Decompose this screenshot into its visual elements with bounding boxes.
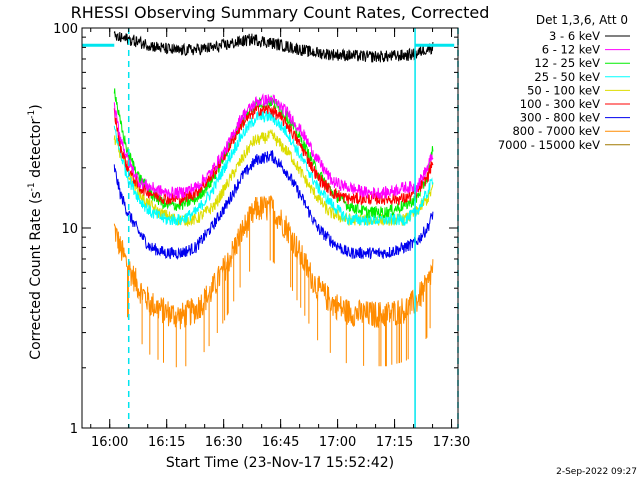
y-axis-label-exponent: -1 — [27, 110, 37, 119]
series-line — [113, 92, 434, 200]
x-axis-label: Start Time (23-Nov-17 15:52:42) — [166, 455, 394, 471]
legend-label: 25 - 50 keV — [534, 70, 600, 84]
series-line — [113, 31, 434, 63]
x-tick-label: 17:30 — [433, 435, 470, 450]
x-tick-label: 16:15 — [148, 435, 185, 450]
y-tick-label: 1 — [70, 422, 78, 437]
y-axis: 1 10 100 — [53, 22, 458, 437]
legend-header: Det 1,3,6, Att 0 — [536, 13, 628, 27]
y-tick-label: 10 — [61, 222, 78, 237]
series-line — [113, 88, 434, 219]
plot-area — [82, 28, 459, 428]
x-tick-label: 17:00 — [319, 435, 356, 450]
legend-label: 6 - 12 keV — [542, 43, 600, 57]
y-axis-label: Corrected Count Rate (s-1 detector-1) — [27, 104, 44, 359]
legend-label: 12 - 25 keV — [534, 56, 600, 70]
y-axis-label-part: Corrected Count Rate (s — [28, 191, 44, 359]
y-axis-label-exponent: -1 — [27, 182, 37, 191]
x-axis: 16:00 16:15 16:30 16:45 17:00 17:15 17:30 — [90, 28, 470, 450]
legend-label: 800 - 7000 keV — [512, 124, 600, 138]
x-tick-label: 16:30 — [205, 435, 242, 450]
series-line — [113, 104, 434, 206]
chart-title: RHESSI Observing Summary Count Rates, Co… — [71, 3, 490, 22]
x-tick-label: 16:45 — [262, 435, 299, 450]
y-axis-label-part: ) — [28, 104, 44, 109]
legend-label: 100 - 300 keV — [520, 97, 600, 111]
series-line — [113, 150, 434, 260]
series-line — [113, 195, 434, 368]
x-tick-label: 17:15 — [376, 435, 413, 450]
y-tick-label: 100 — [53, 22, 78, 37]
legend-label: 300 - 800 keV — [520, 111, 600, 125]
legend-label: 3 - 6 keV — [549, 29, 600, 43]
timestamp: 2-Sep-2022 09:27 — [556, 467, 637, 477]
legend-label: 50 - 100 keV — [527, 83, 600, 97]
legend-label: 7000 - 15000 keV — [498, 138, 600, 152]
x-tick-label: 16:00 — [91, 435, 128, 450]
y-axis-label-part: detector — [28, 119, 44, 183]
